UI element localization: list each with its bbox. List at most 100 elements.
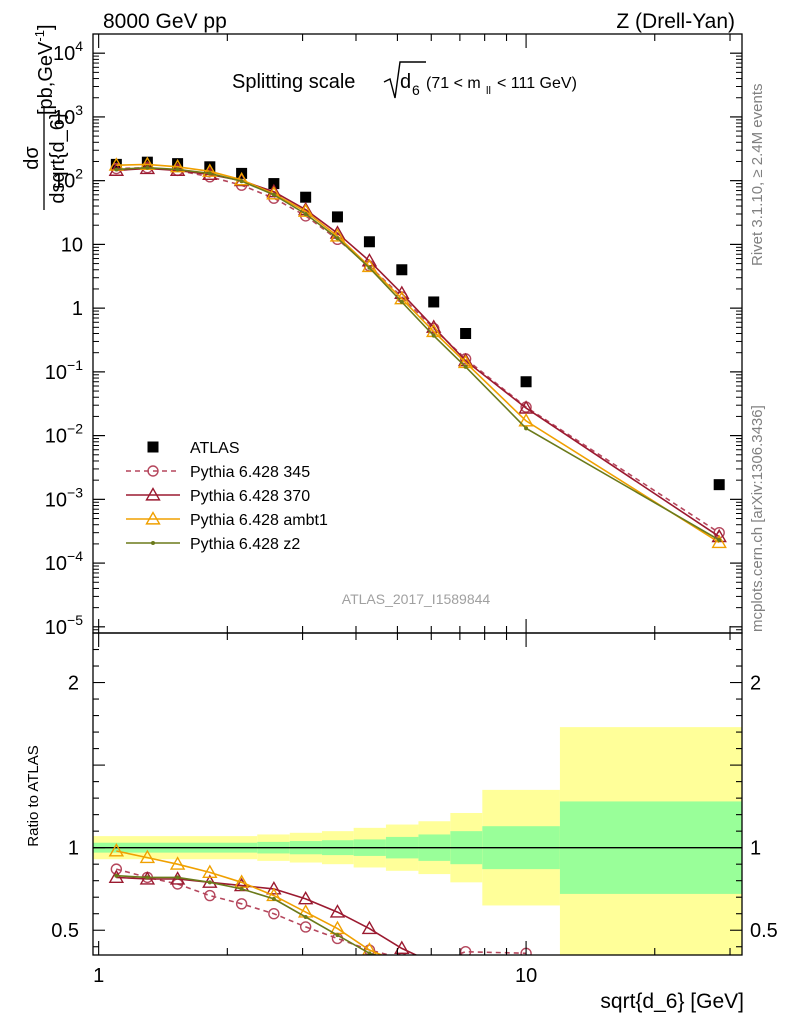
title-range-b: < 111 GeV): [497, 75, 577, 92]
sqrt-symbol-icon: [383, 61, 426, 99]
point-0-5: [268, 178, 280, 190]
legend-marker-3: [145, 511, 161, 525]
ratio-point-2-1: [139, 849, 156, 864]
ratio-point-3-10: [432, 966, 436, 970]
ratio-point-3-1: [145, 875, 150, 880]
ratio-point-1-8: [361, 920, 378, 935]
ratio-ylabel: Ratio to ATLAS: [25, 745, 42, 846]
side-text-top: Rivet 3.1.10, ≥ 2.4M events: [749, 84, 766, 267]
legend-marker-0: [147, 441, 159, 453]
ratio-y-tick-label-right-1: 1: [750, 838, 761, 860]
ratio-point-2-11: [459, 965, 472, 976]
point-2-12: [518, 400, 534, 414]
ratio-series-3: [114, 873, 436, 970]
x-tick-label-0: 1: [93, 965, 104, 987]
point-4-10: [431, 333, 436, 338]
legend-marker-1: [147, 465, 159, 477]
svg-text:[pb,GeV-1]: [pb,GeV-1]: [32, 24, 57, 115]
legend-marker-2: [145, 487, 161, 501]
main-y-tick-label-3: 10: [61, 234, 83, 256]
ratio-y-tick-label-right-0: 0.5: [750, 920, 778, 942]
ratio-point-2-9: [395, 957, 408, 968]
point-4-4: [239, 179, 244, 184]
legend-label-1: Pythia 6.428 345: [190, 464, 310, 481]
ratio-point-3-5: [271, 896, 276, 901]
point-0-12: [520, 376, 532, 388]
series-4: [114, 165, 722, 543]
point-0-10: [428, 296, 440, 308]
ratio-y-tick-label-left-0: 0.5: [51, 920, 79, 942]
ratio-point-1-6: [297, 890, 314, 905]
xlabel: sqrt{d_6} [GeV]: [600, 990, 744, 1013]
title-range-a: (71 < m: [426, 75, 481, 92]
ratio-point-0-11: [459, 945, 472, 955]
legend: ATLAS Pythia 6.428 345 Pythia 6.428 370 Pyt…: [126, 440, 328, 553]
main-ylabel: dσ dsqrt{d_6}: [21, 106, 69, 210]
legend-item-1: Pythia 6.428 345: [126, 464, 310, 481]
ratio-point-3-9: [400, 961, 404, 965]
ratio-point-0-5: [268, 908, 280, 920]
series-2: [108, 160, 727, 543]
ratio-uncertainty-bands: [93, 727, 742, 955]
point-4-0: [114, 167, 119, 172]
ylabel-exp: -1: [32, 30, 47, 42]
series-line-3: [116, 163, 720, 544]
ylabel-num: dσ: [21, 146, 43, 170]
point-3-13: [711, 534, 727, 549]
ratio-point-2-2: [169, 856, 186, 870]
main-y-tick-label-9: 10−5: [45, 612, 83, 639]
ratio-point-3-7: [335, 933, 340, 938]
series-1: [110, 161, 725, 539]
main-y-tick-label-5: 10−1: [45, 357, 83, 384]
main-y-tick-label-4: 1: [72, 298, 83, 320]
ratio-y-tick-label-left-2: 2: [68, 673, 79, 695]
point-4-2: [175, 167, 180, 172]
legend-item-2: Pythia 6.428 370: [126, 487, 310, 505]
ratio-point-2-10: [427, 962, 440, 973]
ratio-panel-data: [108, 843, 532, 976]
point-3-3: [202, 163, 218, 177]
ratio-point-2-3: [202, 864, 218, 879]
point-3-2: [169, 158, 186, 173]
point-4-6: [303, 211, 308, 216]
ratio-line-3: [116, 874, 378, 955]
point-0-13: [713, 479, 725, 491]
ratio-point-3-3: [207, 880, 212, 885]
series-line-4: [116, 166, 720, 541]
main-y-tick-label-7: 10−3: [45, 484, 83, 511]
ratio-point-3-6: [303, 915, 308, 920]
ratio-y-tick-label-left-1: 1: [68, 838, 79, 860]
ylabel-unit: [pb,GeV: [35, 41, 57, 115]
legend-label-3: Pythia 6.428 ambt1: [190, 512, 328, 529]
ratio-point-3-0: [114, 873, 119, 878]
point-0-6: [300, 191, 312, 203]
title-sym: d: [400, 71, 411, 93]
main-panel-data: [108, 156, 727, 549]
main-title: Splitting scale d 6 (71 < m ll < 111 GeV…: [232, 61, 577, 99]
point-3-12: [518, 413, 534, 427]
point-3-4: [233, 171, 250, 186]
legend-label-0: ATLAS: [190, 440, 240, 457]
main-y-tick-label-8: 10−4: [45, 548, 83, 575]
point-4-1: [145, 165, 150, 170]
title-range-sub: ll: [486, 85, 491, 97]
point-0-11: [460, 328, 472, 339]
ratio-point-3-4: [239, 886, 244, 891]
ratio-point-1-11: [459, 960, 472, 971]
ratio-point-0-6: [299, 921, 312, 933]
legend-label-2: Pythia 6.428 370: [190, 488, 310, 505]
ratio-point-0-10: [429, 958, 439, 968]
ylabel-close: ]: [35, 24, 57, 30]
header-right: Z (Drell-Yan): [616, 10, 735, 33]
ratio-point-1-5: [266, 881, 282, 895]
legend-item-4: Pythia 6.428 z2: [126, 536, 300, 553]
point-3-6: [297, 203, 314, 217]
ratio-point-3-8: [367, 951, 372, 955]
legend-item-3: Pythia 6.428 ambt1: [126, 511, 328, 529]
ratio-point-0-4: [235, 898, 248, 910]
point-4-5: [271, 192, 276, 197]
title-sub: 6: [412, 82, 420, 98]
ratio-y-tick-label-right-2: 2: [750, 673, 761, 695]
main-y-tick-label-6: 10−2: [45, 421, 83, 448]
